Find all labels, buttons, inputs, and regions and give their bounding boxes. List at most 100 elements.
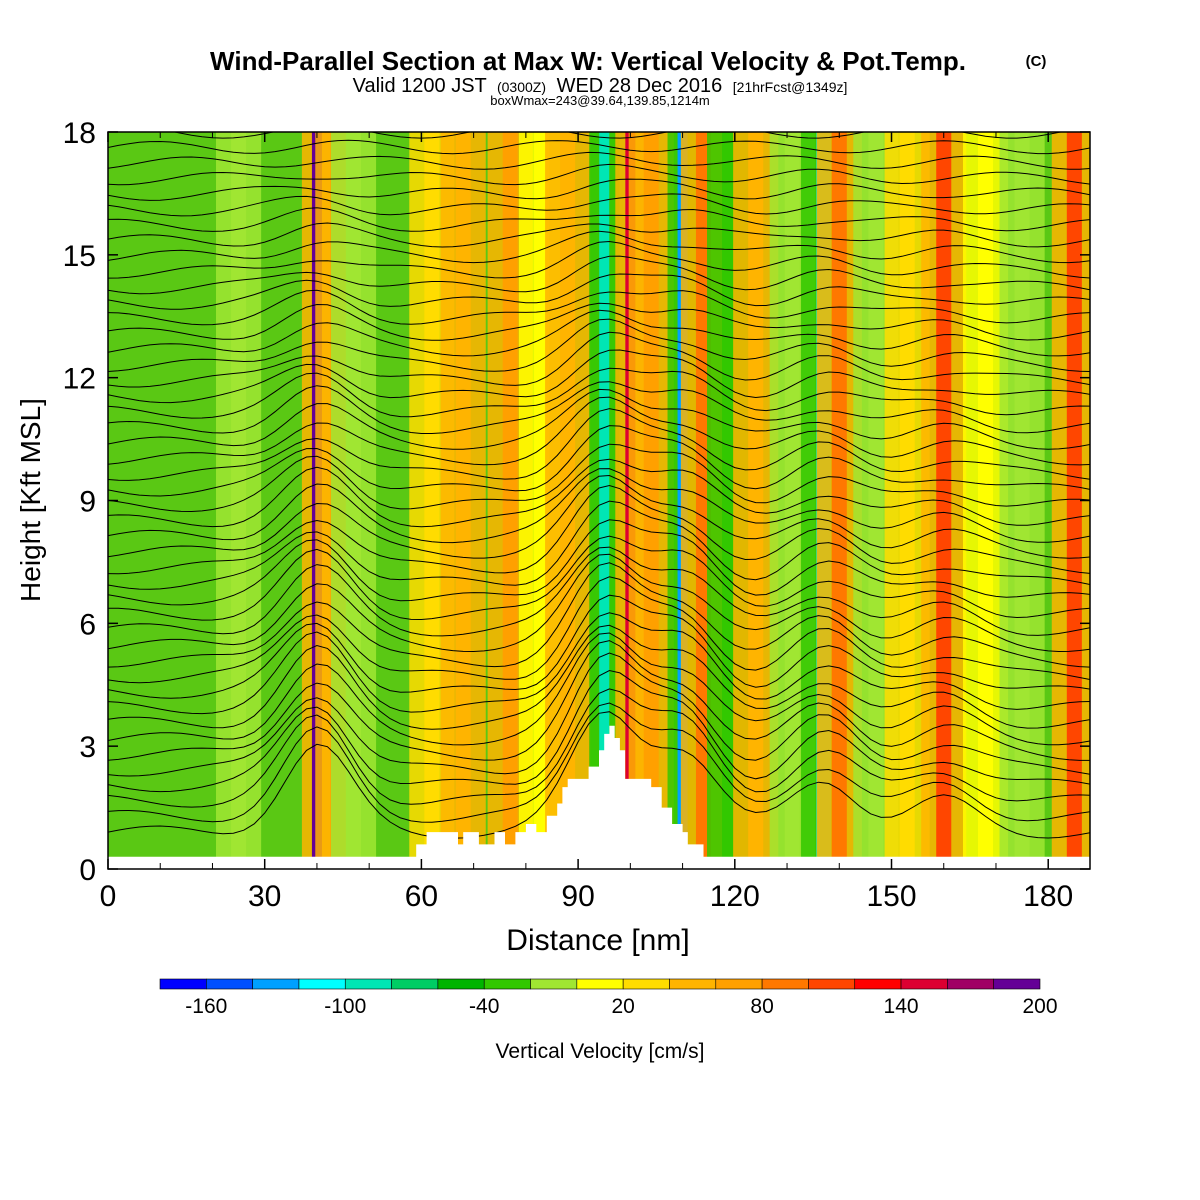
colorbar-swatch	[298, 978, 346, 990]
isentrope-line	[108, 273, 1090, 310]
isentrope-line	[108, 484, 1090, 575]
colorbar-swatch	[761, 978, 809, 990]
colorbar-swatch	[344, 978, 392, 990]
colorbar-tick-label: 200	[1022, 995, 1057, 1018]
isentrope-line	[108, 381, 1090, 434]
x-tick-label: 90	[561, 880, 594, 913]
y-tick-label: 3	[79, 731, 96, 764]
isentrope-line	[108, 562, 1090, 668]
isentrope-line	[108, 151, 1090, 170]
isentrope-line	[108, 468, 1090, 544]
colorbar-swatch	[252, 978, 300, 990]
axes: 0 30 60 90 120 150 180 0 3 6 9 12 15 18	[63, 117, 1090, 913]
colorbar-swatch	[391, 978, 439, 990]
velocity-column	[831, 132, 847, 869]
isentrope-line	[108, 640, 1090, 761]
x-tick-label: 120	[710, 880, 760, 913]
isentrope-line	[108, 222, 1090, 248]
velocity-column	[599, 132, 610, 869]
isentrope-line	[108, 652, 1090, 777]
isentrope-line	[108, 408, 1090, 481]
isentrope-line	[108, 711, 1090, 839]
isentrope-line	[108, 553, 1090, 653]
isentrope-line	[108, 331, 1090, 388]
velocity-column	[1066, 132, 1082, 869]
isentrope-line	[108, 178, 1090, 201]
colorbar-swatch	[854, 978, 902, 990]
colorbar-swatch	[900, 978, 948, 990]
colorbar-swatch	[159, 978, 207, 990]
isentrope-line	[108, 139, 1090, 155]
isentrope-line	[108, 632, 1090, 746]
isentrope-line	[108, 207, 1090, 232]
isentrope-line	[108, 458, 1090, 528]
y-tick-label: 12	[63, 363, 96, 396]
x-axis-label: Distance [nm]	[506, 924, 689, 957]
colorbar-tick-label: 140	[884, 995, 919, 1018]
isentrope-line	[108, 594, 1090, 699]
isentrope-line	[108, 612, 1090, 715]
colorbar-swatch	[622, 978, 670, 990]
x-tick-label: 150	[866, 880, 916, 913]
isentrope-line	[108, 193, 1090, 217]
isentrope-line	[108, 367, 1090, 419]
colorbar-swatch	[808, 978, 856, 990]
velocity-column	[784, 132, 800, 869]
velocity-column	[1014, 132, 1030, 869]
isentrope-line	[108, 576, 1090, 684]
x-tick-label: 30	[248, 880, 281, 913]
colorbar: -160 -100 -40 20 80 140 200	[159, 978, 1058, 1018]
x-tick-label: 0	[100, 880, 117, 913]
colorbar-swatch	[437, 978, 485, 990]
isentrope-line	[108, 535, 1090, 621]
isentrope-line	[108, 474, 1090, 559]
isentrope-line	[108, 163, 1090, 186]
velocity-column	[231, 132, 247, 869]
subtitle-date: WED 28 Dec 2016	[557, 75, 723, 97]
y-tick-label: 15	[63, 240, 96, 273]
isentrope-line	[108, 519, 1090, 606]
y-tick-label: 18	[63, 117, 96, 150]
terrain-profile	[108, 725, 1090, 869]
velocity-column	[748, 132, 764, 869]
isentrope-line	[108, 546, 1090, 637]
colorbar-label: Vertical Velocity [cm/s]	[496, 1040, 705, 1063]
isentrope-line	[108, 425, 1090, 497]
isentrope-line	[108, 255, 1090, 295]
isentrope-line	[108, 702, 1090, 823]
colorbar-swatch	[530, 978, 578, 990]
isentrope-line	[108, 230, 1090, 264]
isentrope-line	[108, 289, 1090, 326]
isentrope-line	[108, 318, 1090, 372]
colorbar-swatch	[993, 978, 1041, 990]
colorbar-tick-label: -160	[185, 995, 227, 1018]
isentrope-line	[108, 500, 1090, 590]
isentrope-line	[108, 396, 1090, 466]
subtitle-forecast: [21hrFcst@1349z]	[733, 79, 848, 95]
isentrope-line	[108, 349, 1090, 404]
isentrope-line	[108, 302, 1090, 341]
colorbar-tick-label: -100	[324, 995, 366, 1018]
y-tick-label: 9	[79, 486, 96, 519]
copyright-mark: (C)	[1026, 53, 1047, 70]
plot-area	[108, 132, 1090, 869]
colorbar-tick-label: -40	[469, 995, 499, 1018]
colorbar-swatch	[715, 978, 763, 990]
isentropes	[108, 132, 1090, 839]
y-axis-label: Height [Kft MSL]	[15, 398, 46, 602]
isentrope-line	[108, 240, 1090, 279]
y-tick-label: 0	[79, 854, 96, 887]
colorbar-swatch	[947, 978, 994, 990]
velocity-column	[424, 132, 440, 869]
isentrope-line	[108, 688, 1090, 808]
subtitle-utc: (0300Z)	[497, 79, 546, 95]
colorbar-swatch	[576, 978, 624, 990]
colorbar-tick-label: 80	[750, 995, 773, 1018]
isentrope-line	[108, 669, 1090, 793]
isentrope-line	[108, 443, 1090, 513]
box-wmax-label: boxWmax=243@39.64,139.85,1214m	[490, 93, 710, 108]
chart-subtitle: Valid 1200 JST (0300Z) WED 28 Dec 2016 […	[353, 75, 848, 97]
y-tick-label: 6	[79, 608, 96, 641]
colorbar-swatch	[206, 978, 253, 990]
isentrope-line	[108, 309, 1090, 357]
